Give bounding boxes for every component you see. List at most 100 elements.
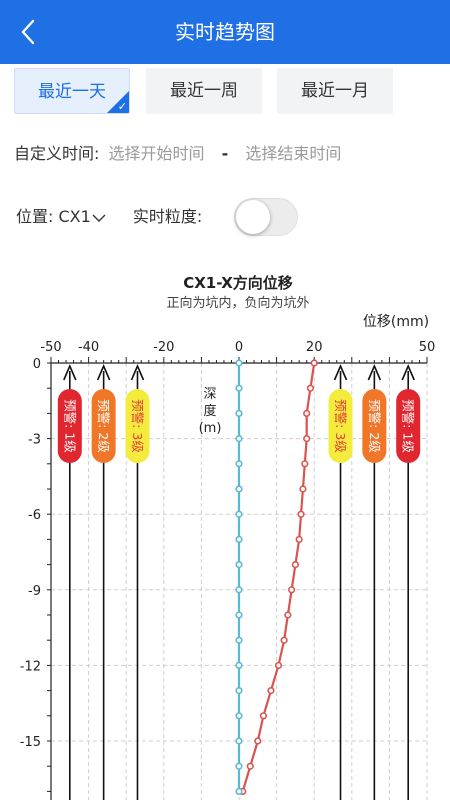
warning-badge bbox=[362, 389, 387, 463]
baseline-series-point bbox=[235, 460, 243, 468]
baseline-series-point bbox=[235, 561, 243, 569]
chevron-left-icon bbox=[21, 19, 35, 45]
displacement-series-point bbox=[254, 737, 262, 745]
granularity-label: 实时粒度: bbox=[132, 207, 203, 226]
displacement-series-point bbox=[301, 460, 309, 468]
displacement-series-point bbox=[291, 561, 300, 569]
toggle-knob bbox=[236, 200, 270, 234]
baseline-series-point bbox=[235, 787, 243, 796]
custom-time-row: 自定义时间: 选择开始时间 - 选择结束时间 bbox=[14, 142, 341, 166]
x-axis-label: 位移(mm) bbox=[363, 314, 429, 330]
displacement-series-point bbox=[295, 535, 303, 544]
arrow-up-icon bbox=[333, 363, 348, 381]
x-tick-label: -40 bbox=[78, 340, 99, 355]
x-tick-label: 50 bbox=[419, 340, 436, 355]
warning-badge-label: 预警: 3级 bbox=[333, 399, 348, 453]
range-separator: - bbox=[221, 144, 229, 163]
baseline-series-point bbox=[235, 687, 243, 695]
displacement-series-point bbox=[267, 687, 275, 695]
baseline-series-point bbox=[235, 384, 243, 392]
baseline-series-point bbox=[235, 737, 243, 745]
displacement-series-point bbox=[259, 712, 268, 720]
arrow-up-icon bbox=[367, 363, 382, 381]
y-axis-label: 深度(m) bbox=[199, 387, 222, 436]
baseline-series-point bbox=[235, 762, 243, 770]
chart-title: CX1-X方向位移 bbox=[183, 274, 293, 292]
displacement-series-point bbox=[303, 409, 311, 417]
chevron-down-icon bbox=[92, 214, 106, 222]
baseline-series-point bbox=[235, 409, 243, 417]
baseline-series-point bbox=[235, 535, 243, 544]
y-tick-label: -9 bbox=[28, 584, 41, 599]
y-axis-ticks: 0 -3 -6 -9 -12 -15 bbox=[20, 357, 51, 792]
arrow-up-icon bbox=[63, 363, 77, 381]
position-value: CX1 bbox=[58, 207, 91, 226]
x-axis-ticks: -50 -40 -20 0 20 50 bbox=[40, 340, 435, 363]
chart-subtitle: 正向为坑内，负向为坑外 bbox=[166, 295, 309, 311]
baseline-series-point bbox=[235, 435, 243, 443]
displacement-series-point bbox=[297, 510, 305, 518]
baseline-series-point bbox=[235, 485, 243, 493]
tab-label: 最近一天 bbox=[38, 82, 106, 102]
displacement-chart: CX1-X方向位移 正向为坑内，负向为坑外 位移(mm) -50 -40 -20 0 2… bbox=[20, 274, 435, 800]
page-title: 实时趋势图 bbox=[175, 20, 275, 44]
back-button[interactable] bbox=[10, 14, 46, 50]
baseline-series-point bbox=[235, 636, 243, 644]
arrow-up-icon bbox=[130, 363, 145, 381]
filter-row: 位置: CX1 实时粒度: bbox=[16, 204, 202, 230]
displacement-series-line bbox=[241, 362, 316, 792]
warning-badge bbox=[57, 389, 82, 463]
warning-badge bbox=[91, 389, 116, 463]
displacement-series-point bbox=[299, 485, 307, 493]
x-tick-label: -50 bbox=[40, 340, 61, 355]
granularity-toggle[interactable] bbox=[234, 198, 298, 236]
warning-badge bbox=[125, 389, 150, 463]
tab-last-month[interactable]: 最近一月 bbox=[277, 68, 393, 114]
y-tick-label: -12 bbox=[20, 659, 41, 674]
y-tick-label: 0 bbox=[33, 357, 41, 372]
tab-last-week[interactable]: 最近一周 bbox=[146, 68, 262, 114]
app-header: 实时趋势图 bbox=[0, 0, 450, 64]
warning-badge bbox=[396, 389, 421, 463]
warning-badge-label: 预警: 3级 bbox=[130, 399, 145, 453]
baseline-series-point bbox=[235, 611, 243, 619]
position-select[interactable]: CX1 bbox=[59, 207, 111, 226]
displacement-series-point bbox=[284, 611, 292, 619]
baseline-series-point bbox=[235, 712, 243, 720]
tab-label: 最近一周 bbox=[170, 81, 238, 101]
y-tick-label: -6 bbox=[28, 508, 41, 523]
position-label: 位置: bbox=[16, 207, 54, 226]
warning-badge bbox=[328, 389, 353, 463]
baseline-series-point bbox=[235, 510, 243, 518]
displacement-series-point bbox=[246, 762, 254, 770]
baseline-series-point bbox=[235, 661, 243, 670]
start-time-input[interactable]: 选择开始时间 bbox=[108, 144, 205, 163]
y-tick-label: -3 bbox=[28, 433, 41, 448]
arrow-up-icon bbox=[96, 363, 111, 381]
displacement-series-point bbox=[303, 435, 311, 443]
displacement-series-point bbox=[280, 636, 288, 644]
warning-badge-label: 预警: 2级 bbox=[96, 399, 111, 453]
baseline-series-point bbox=[235, 359, 243, 367]
check-icon: ✓ bbox=[117, 100, 127, 113]
selected-corner bbox=[107, 91, 129, 113]
arrow-up-icon bbox=[401, 363, 415, 381]
warning-badge-label: 预警: 2级 bbox=[367, 399, 382, 453]
displacement-series-point bbox=[306, 384, 315, 392]
tab-label: 最近一月 bbox=[301, 81, 369, 101]
x-tick-label: 20 bbox=[306, 340, 323, 355]
warning-badge-label: 预警: 1级 bbox=[62, 399, 77, 453]
tab-last-day[interactable]: 最近一天 ✓ bbox=[14, 68, 130, 114]
baseline-series-point bbox=[235, 586, 243, 594]
x-tick-label: 0 bbox=[235, 340, 243, 355]
x-tick-label: -20 bbox=[153, 340, 174, 355]
warning-badge-label: 预警: 1级 bbox=[401, 399, 416, 453]
displacement-series-point bbox=[288, 586, 296, 594]
end-time-input[interactable]: 选择结束时间 bbox=[245, 144, 342, 163]
chart-grid bbox=[50, 362, 428, 800]
warning-thresholds: 预警: 1级 预警: 2级 预警: 3级 预警: 3级 预警: 2级 预警: 1级 bbox=[57, 363, 421, 800]
y-tick-label: -15 bbox=[20, 735, 41, 750]
displacement-series-point bbox=[274, 661, 283, 670]
chart-series bbox=[235, 359, 318, 796]
displacement-series-point bbox=[310, 359, 318, 367]
